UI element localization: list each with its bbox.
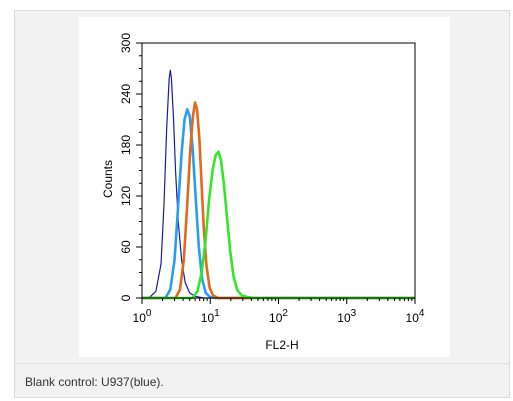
histogram-series-3 <box>142 101 415 300</box>
x-tick-label: 103 <box>337 308 356 325</box>
x-axis-title: FL2-H <box>265 338 298 352</box>
x-tick-label: 101 <box>201 308 220 325</box>
x-tick-exponent: 0 <box>146 308 152 319</box>
x-tick-exponent: 1 <box>214 308 220 319</box>
y-axis-title: Counts <box>101 160 115 198</box>
histogram-series-2 <box>142 108 415 300</box>
x-tick-label: 102 <box>269 308 288 325</box>
series-curves <box>141 69 415 300</box>
x-tick-exponent: 4 <box>419 308 425 319</box>
y-tick-label: 60 <box>119 240 133 254</box>
x-tick-exponent: 2 <box>282 308 288 319</box>
figure-area: 0 60 120 180 240 300 100 101 102 103 104 Counts FL… <box>15 11 509 363</box>
y-tick-label: 180 <box>119 135 133 155</box>
caption-bar: Blank control: U937(blue). <box>15 363 509 397</box>
figure-card: 0 60 120 180 240 300 100 101 102 103 104 Counts FL… <box>14 10 510 398</box>
histogram-series-1 <box>141 69 415 299</box>
x-tick-label: 100 <box>133 308 152 325</box>
y-tick-label: 300 <box>119 33 133 53</box>
y-tick-label: 240 <box>119 84 133 104</box>
y-tick-label: 0 <box>119 294 133 301</box>
histogram-series-4 <box>142 150 415 300</box>
figure-caption: Blank control: U937(blue). <box>25 375 164 389</box>
y-tick-label: 120 <box>119 186 133 206</box>
x-tick-exponent: 3 <box>351 308 357 319</box>
x-tick-label: 104 <box>406 308 425 325</box>
plot-frame: 0 60 120 180 240 300 100 101 102 103 104 Counts FL… <box>79 17 450 357</box>
